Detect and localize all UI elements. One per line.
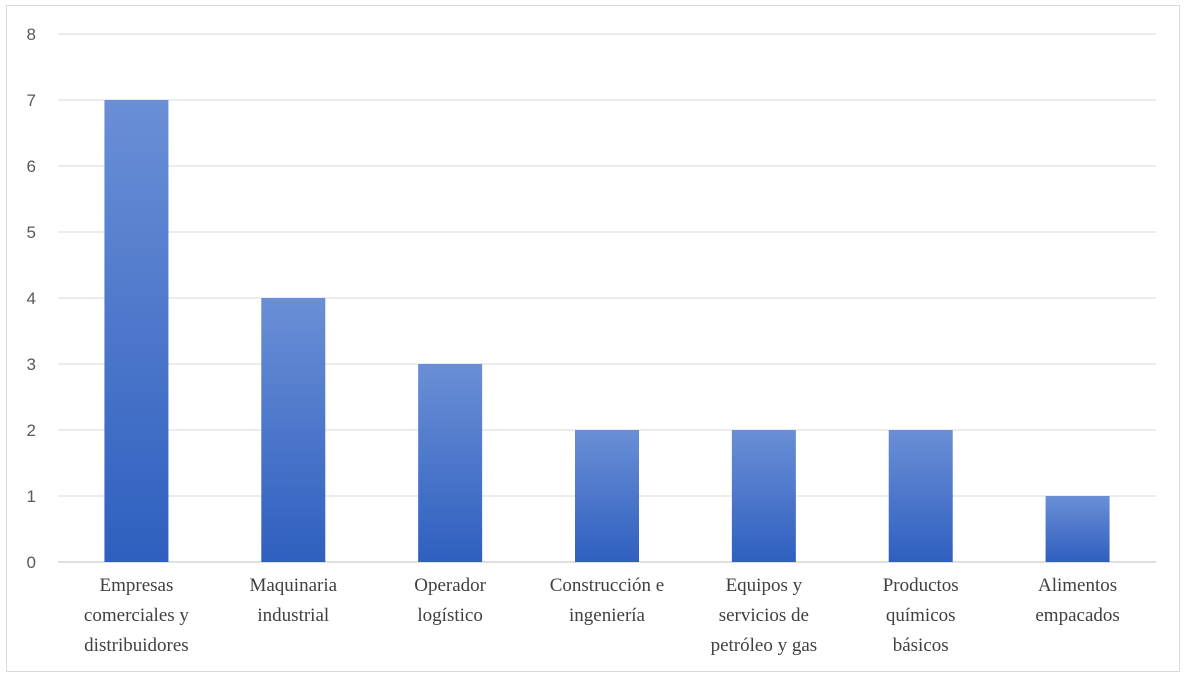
x-tick-label-line: servicios de [719,605,809,626]
bar-2 [418,364,483,562]
x-tick-label: Alimentos empacados [1035,575,1119,626]
bar-1 [261,298,326,562]
x-tick-label-line: petróleo y gas [711,635,818,656]
x-tick-label-line: industrial [257,605,329,626]
x-tick-label-line: Operador [414,575,486,596]
x-tick-label-line: Productos [883,575,959,596]
x-tick-label: Operador logístico [414,575,486,626]
y-tick-label: 3 [27,355,36,374]
x-tick-label-line: Construcción e [550,575,665,596]
y-tick-label: 8 [27,25,36,44]
x-tick-label-line: Empresas [99,575,173,596]
x-tick-label-line: empacados [1035,605,1119,626]
x-tick-label-line: comerciales y [84,605,189,626]
x-axis-ticks: Empresas comerciales y distribuidores Maqui… [84,575,1120,656]
bars [104,100,1110,562]
gridlines [58,33,1156,563]
y-tick-label: 7 [27,91,36,110]
x-tick-label: Construcción e ingeniería [550,575,665,626]
x-tick-label-line: químicos [886,605,956,626]
bar-6 [1045,496,1110,562]
x-tick-label-line: logístico [417,605,482,626]
y-tick-label: 4 [27,289,36,308]
x-tick-label-line: distribuidores [84,635,189,656]
y-tick-label: 2 [27,421,36,440]
y-tick-label: 0 [27,553,36,572]
x-tick-label-line: Alimentos [1038,575,1117,596]
x-tick-label-line: Maquinaria [249,575,337,596]
y-axis-ticks: 0 1 2 3 4 5 6 7 8 [27,25,36,572]
bar-4 [731,430,796,562]
y-tick-label: 6 [27,157,36,176]
bar-0 [104,100,169,562]
x-tick-label-line: ingeniería [569,605,646,626]
x-tick-label-line: Equipos y [726,575,803,596]
bar-3 [575,430,639,562]
y-tick-label: 5 [27,223,36,242]
x-tick-label: Maquinaria industrial [249,575,337,626]
bar-5 [888,430,953,562]
x-tick-label: Productos químicos básicos [883,575,959,656]
y-tick-label: 1 [27,487,36,506]
x-tick-label-line: básicos [893,635,949,656]
x-tick-label: Empresas comerciales y distribuidores [84,575,189,656]
x-tick-label: Equipos y servicios de petróleo y gas [711,575,818,656]
